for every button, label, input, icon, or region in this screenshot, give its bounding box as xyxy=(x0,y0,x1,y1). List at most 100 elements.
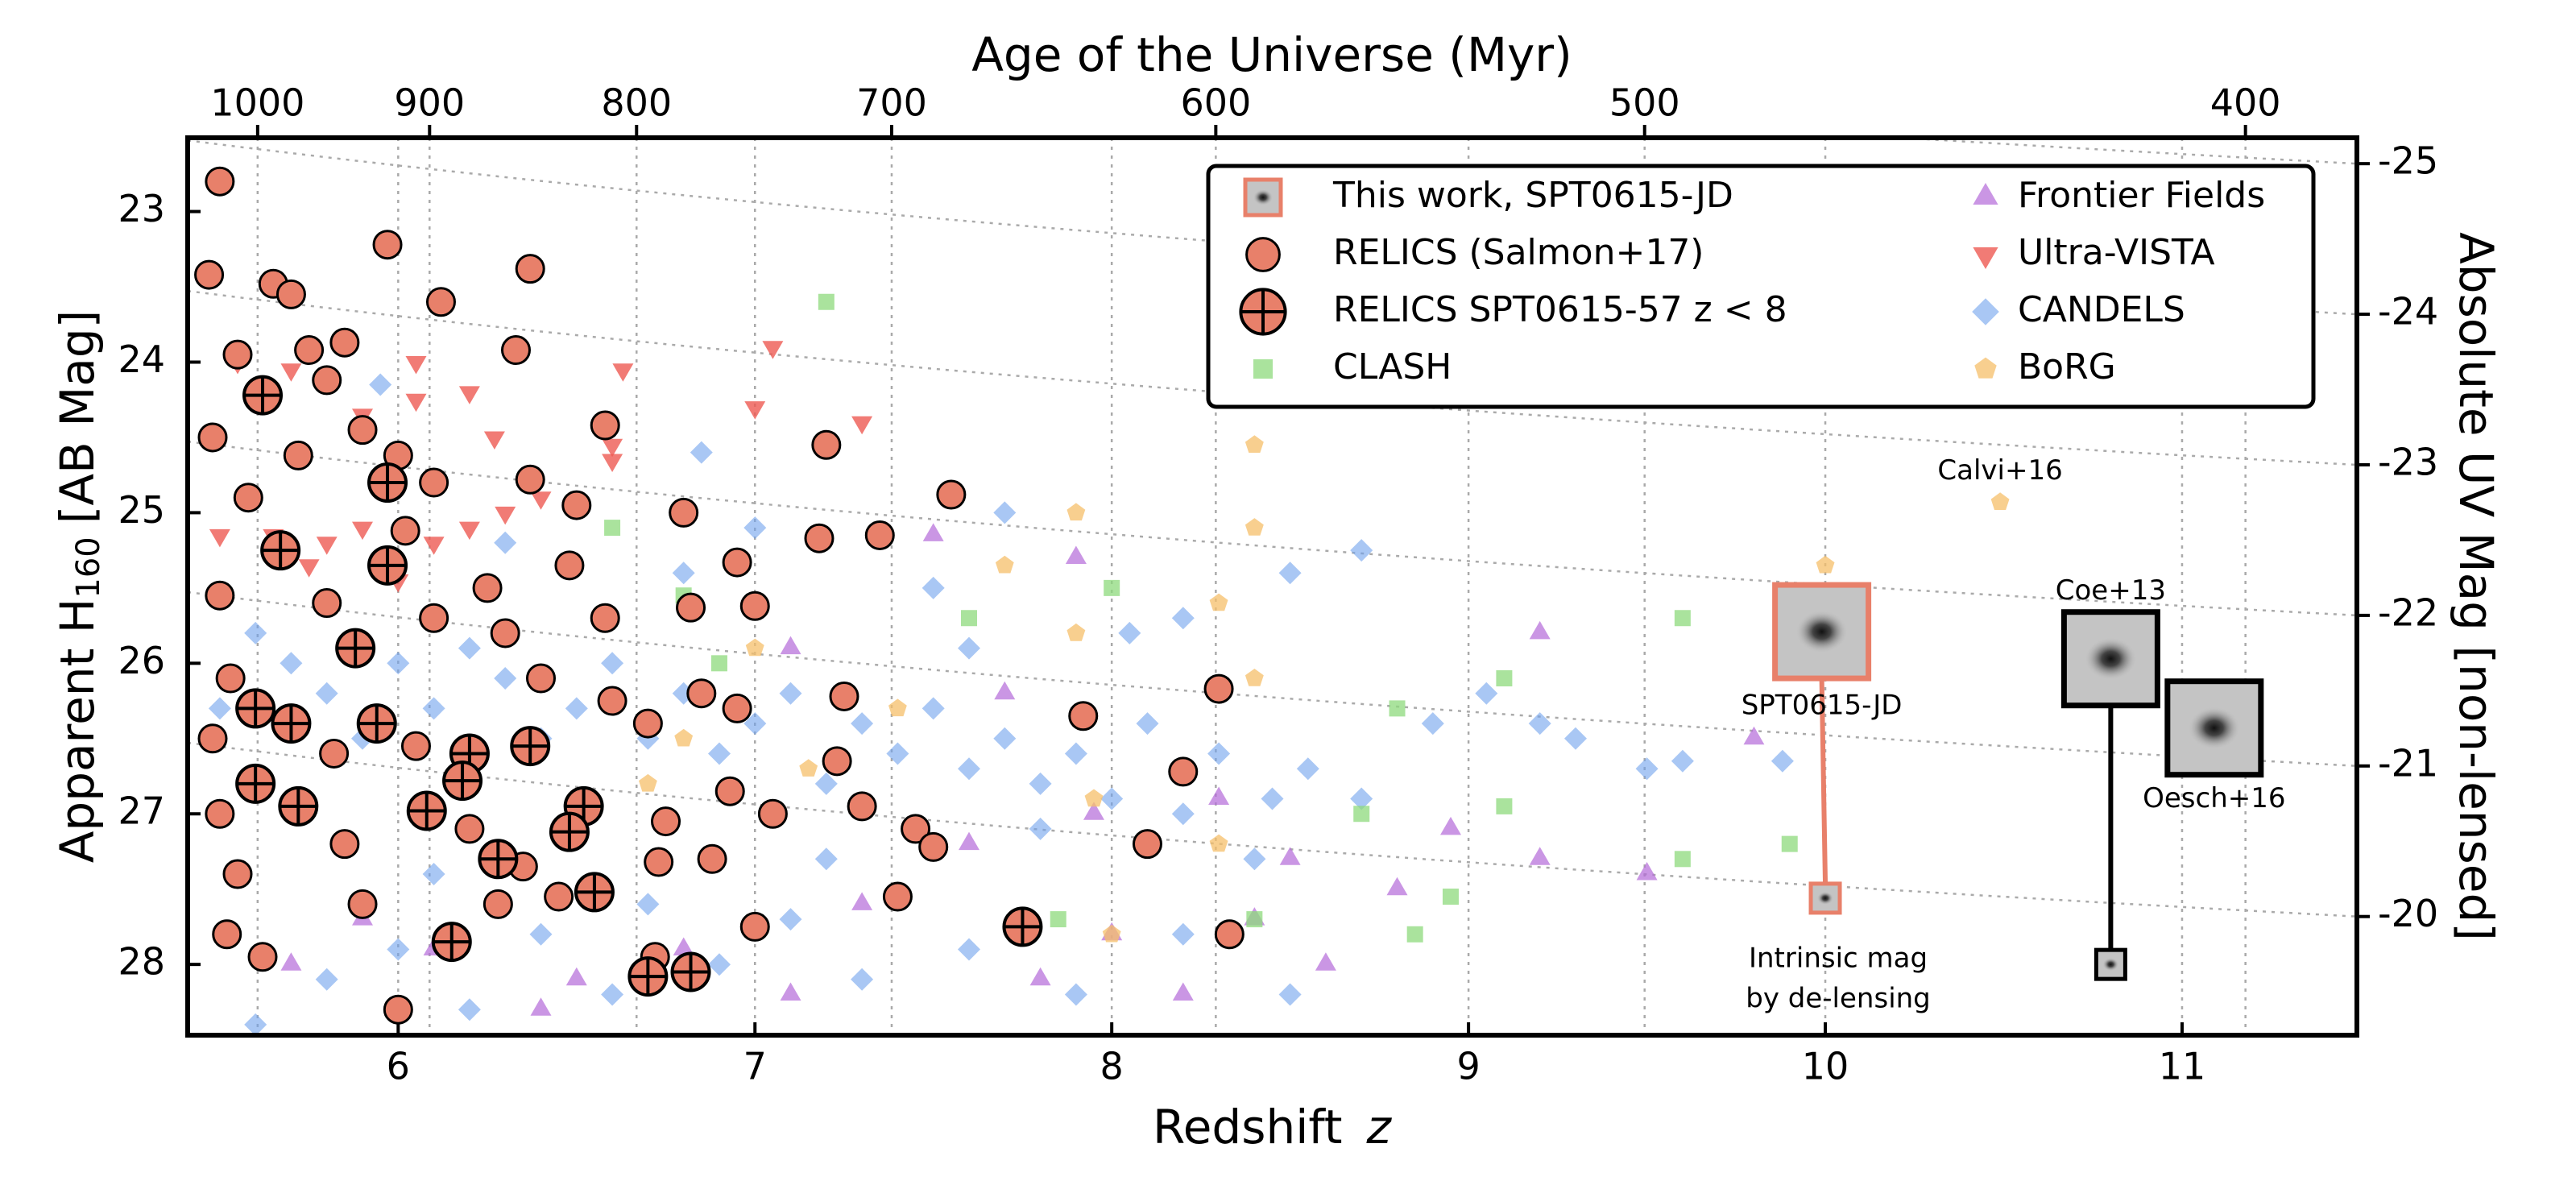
point xyxy=(478,839,519,880)
point-cross xyxy=(262,532,300,570)
x2-tick-label: 600 xyxy=(1180,81,1251,125)
point xyxy=(1674,610,1691,627)
point xyxy=(1278,561,1302,585)
point xyxy=(529,922,553,946)
point xyxy=(604,520,621,537)
legend-box xyxy=(1206,164,2316,409)
point xyxy=(601,983,624,1006)
point xyxy=(882,881,913,912)
point xyxy=(209,528,230,548)
point xyxy=(544,881,574,912)
point xyxy=(244,621,267,644)
annotation: SPT0615-JD xyxy=(1741,690,1903,722)
x-axis-label-text: Redshift xyxy=(1153,1100,1342,1154)
point xyxy=(1350,539,1373,562)
point xyxy=(1973,183,1998,205)
point xyxy=(495,506,516,525)
point xyxy=(632,708,663,739)
point xyxy=(1296,757,1319,781)
point xyxy=(390,516,420,546)
point xyxy=(822,746,852,777)
point xyxy=(419,603,449,633)
point xyxy=(280,363,302,382)
y2-tick-label: -25 xyxy=(2378,139,2438,183)
point-cross xyxy=(337,629,375,667)
point xyxy=(1529,620,1551,640)
point xyxy=(612,363,634,382)
cutout xyxy=(2060,609,2160,709)
point xyxy=(406,790,447,831)
point xyxy=(921,697,945,720)
point xyxy=(1743,726,1765,745)
point xyxy=(811,429,842,460)
point xyxy=(710,655,727,672)
point xyxy=(554,550,585,581)
point xyxy=(215,663,246,694)
point xyxy=(356,703,397,744)
point xyxy=(1528,712,1551,736)
point xyxy=(431,922,472,963)
point xyxy=(1279,847,1301,865)
point xyxy=(1100,787,1124,810)
y-axis-label-text: Apparent H xyxy=(50,599,105,864)
point xyxy=(1239,288,1287,336)
grid-line xyxy=(188,440,2357,617)
point xyxy=(367,545,408,586)
point-cross xyxy=(672,953,710,991)
point xyxy=(602,438,623,458)
point-cross xyxy=(237,765,275,802)
point xyxy=(372,230,403,260)
cutout-label: Oesch+16 xyxy=(2143,782,2285,814)
cutout xyxy=(2164,678,2264,778)
point xyxy=(888,698,907,717)
y2-tick-label: -20 xyxy=(2378,892,2438,935)
point-cross xyxy=(358,705,396,743)
point xyxy=(799,759,818,777)
point xyxy=(851,416,873,435)
point xyxy=(329,327,360,358)
cutout xyxy=(1243,177,1283,218)
point xyxy=(515,464,545,495)
point xyxy=(1029,967,1051,986)
point xyxy=(1064,983,1087,1006)
point xyxy=(205,798,235,829)
x2-tick-label: 500 xyxy=(1609,81,1680,125)
point xyxy=(454,814,485,844)
point xyxy=(242,375,284,416)
point-cross xyxy=(444,762,482,800)
point xyxy=(494,531,517,554)
point-cross xyxy=(511,727,549,765)
point xyxy=(708,953,731,976)
x2-tick-label: 800 xyxy=(601,81,672,125)
point xyxy=(708,742,731,765)
point xyxy=(387,938,410,961)
point xyxy=(1972,298,1999,325)
cutout-source xyxy=(1795,610,1848,653)
point xyxy=(208,697,231,720)
point xyxy=(312,588,342,619)
point xyxy=(561,490,592,520)
legend-label: Frontier Fields xyxy=(2018,175,2265,216)
point xyxy=(1168,756,1199,787)
point xyxy=(1209,834,1228,852)
point xyxy=(921,576,945,599)
point xyxy=(922,523,944,541)
point xyxy=(1245,669,1264,686)
cutout-source xyxy=(2102,958,2119,972)
point xyxy=(400,731,431,761)
point xyxy=(1990,492,2010,510)
point xyxy=(1496,798,1513,814)
legend: This work, SPT0615-JD RELICS (Salmon+17) R… xyxy=(1206,164,2316,409)
point xyxy=(779,682,802,705)
point xyxy=(472,573,503,603)
point xyxy=(697,843,727,874)
point xyxy=(804,523,835,553)
point xyxy=(1066,503,1086,521)
cutout-source xyxy=(1253,189,1274,205)
point xyxy=(961,610,978,627)
point xyxy=(1350,787,1373,810)
point xyxy=(525,663,556,694)
x-tick-label: 6 xyxy=(387,1045,410,1088)
point xyxy=(779,908,802,931)
point xyxy=(1132,829,1162,860)
